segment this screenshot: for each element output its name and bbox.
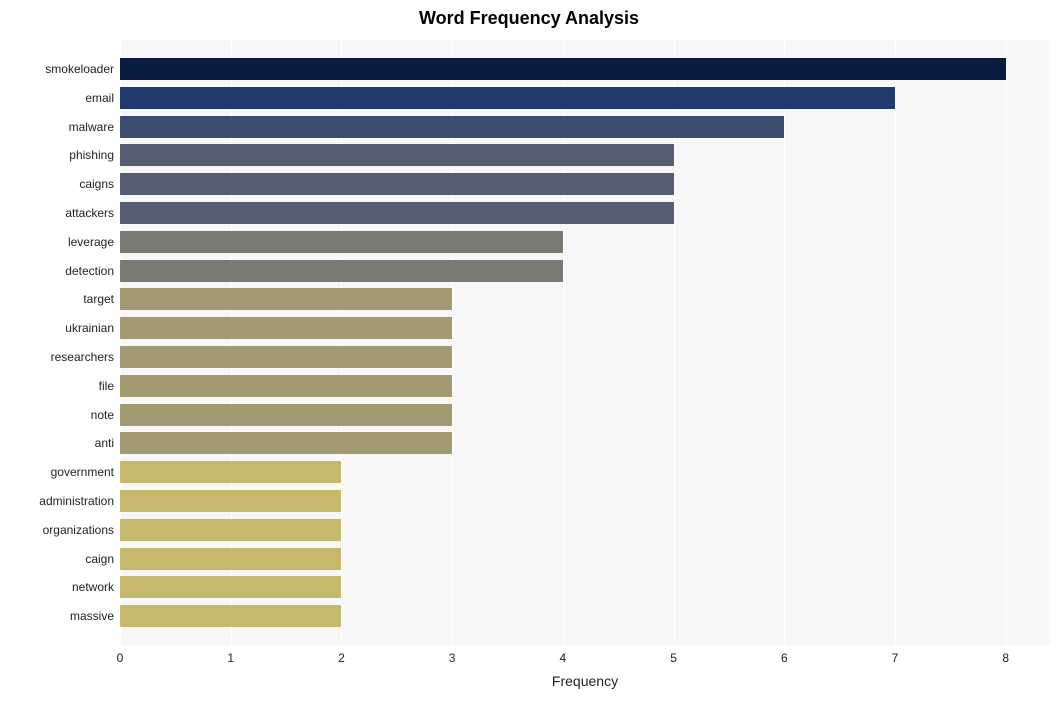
chart-container: Word Frequency Analysis Frequency 0 1 2 3 4 5… <box>0 0 1058 701</box>
gridline <box>784 40 785 645</box>
gridline <box>895 40 896 645</box>
x-tick-label: 6 <box>781 651 788 665</box>
bar <box>120 173 674 195</box>
y-category-label: leverage <box>68 235 114 249</box>
x-tick-label: 1 <box>227 651 234 665</box>
y-category-label: smokeloader <box>45 62 114 76</box>
x-tick-label: 4 <box>560 651 567 665</box>
y-category-label: email <box>85 91 114 105</box>
y-category-label: organizations <box>43 523 114 537</box>
bar <box>120 288 452 310</box>
bar <box>120 490 341 512</box>
bar <box>120 375 452 397</box>
y-category-label: administration <box>39 494 114 508</box>
bar <box>120 576 341 598</box>
x-tick-label: 3 <box>449 651 456 665</box>
bar <box>120 346 452 368</box>
y-category-label: phishing <box>69 148 114 162</box>
y-category-label: note <box>91 408 114 422</box>
bar <box>120 87 895 109</box>
bar <box>120 231 563 253</box>
bar <box>120 317 452 339</box>
x-tick-label: 0 <box>117 651 124 665</box>
bar <box>120 58 1006 80</box>
y-category-label: anti <box>95 436 114 450</box>
bar <box>120 519 341 541</box>
y-category-label: file <box>99 379 114 393</box>
bar <box>120 116 784 138</box>
x-tick-label: 8 <box>1002 651 1009 665</box>
y-category-label: detection <box>65 264 114 278</box>
y-category-label: government <box>51 465 114 479</box>
y-category-label: network <box>72 580 114 594</box>
y-category-label: ukrainian <box>65 321 114 335</box>
y-category-label: massive <box>70 609 114 623</box>
y-category-label: malware <box>69 120 114 134</box>
bar <box>120 404 452 426</box>
x-tick-label: 2 <box>338 651 345 665</box>
y-category-label: researchers <box>51 350 114 364</box>
bar <box>120 260 563 282</box>
y-category-label: attackers <box>65 206 114 220</box>
plot-area <box>120 40 1050 645</box>
bar <box>120 605 341 627</box>
y-category-label: target <box>83 292 114 306</box>
x-tick-label: 7 <box>892 651 899 665</box>
chart-title: Word Frequency Analysis <box>0 8 1058 29</box>
y-category-label: caign <box>85 552 114 566</box>
bar <box>120 144 674 166</box>
x-axis-label: Frequency <box>120 673 1050 689</box>
bar <box>120 202 674 224</box>
bar <box>120 548 341 570</box>
y-category-label: caigns <box>79 177 114 191</box>
bar <box>120 432 452 454</box>
bar <box>120 461 341 483</box>
x-tick-label: 5 <box>670 651 677 665</box>
gridline <box>1006 40 1007 645</box>
